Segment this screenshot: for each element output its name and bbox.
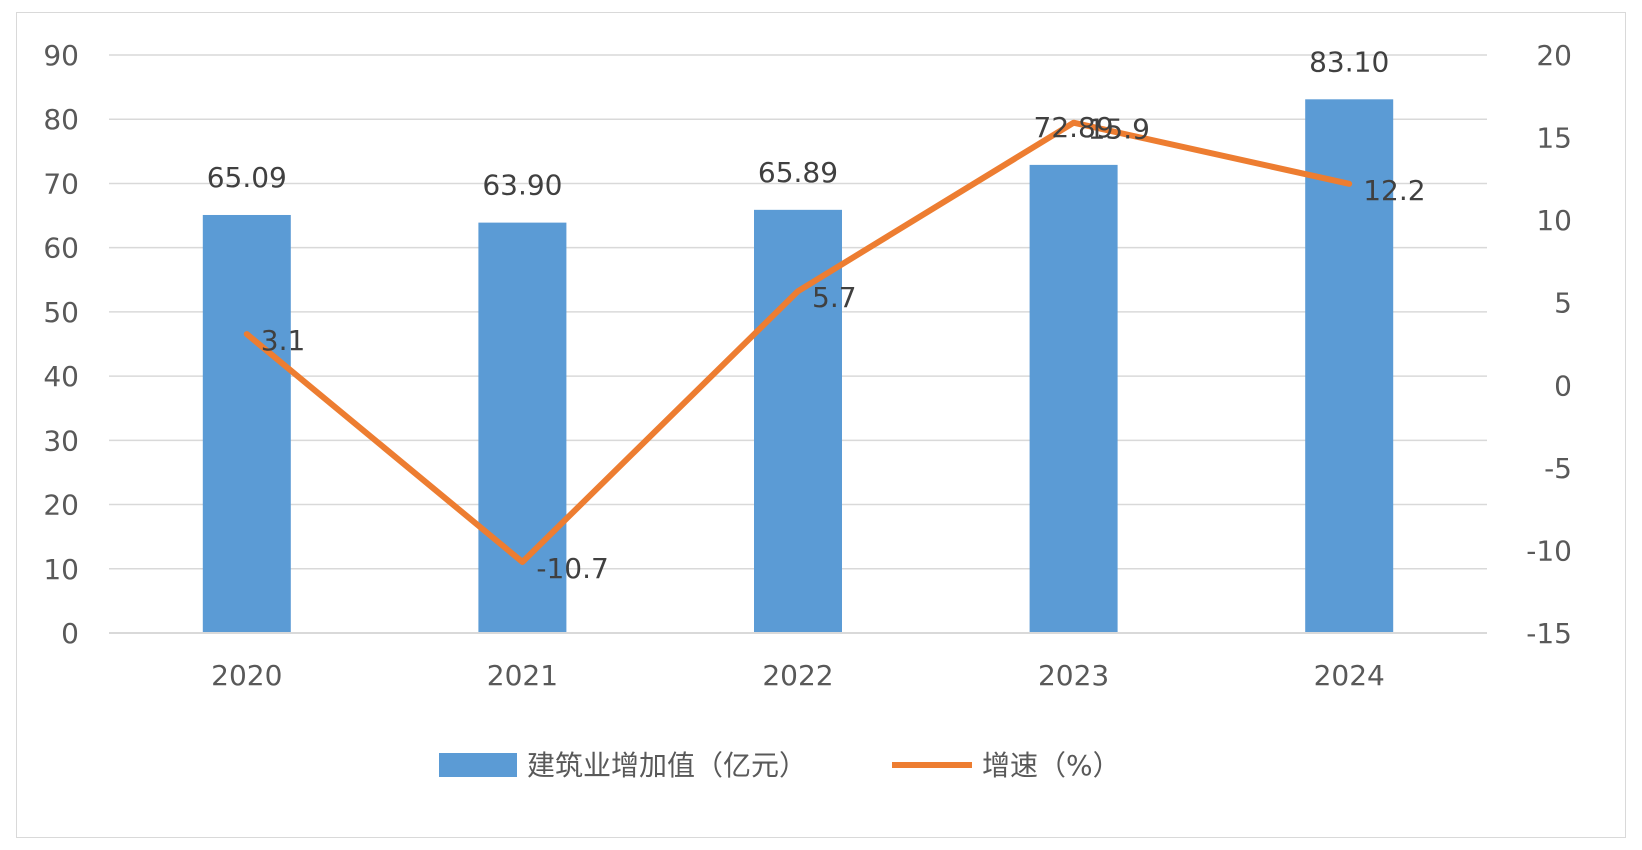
y-left-tick-label: 0 bbox=[61, 617, 79, 650]
y-left-tick-label: 80 bbox=[43, 103, 79, 136]
y-right-tick-label: 20 bbox=[1536, 39, 1572, 72]
y-right-tick-label: -10 bbox=[1526, 534, 1572, 567]
y-left-tick-label: 30 bbox=[43, 424, 79, 457]
y-left-tick-label: 60 bbox=[43, 232, 79, 265]
bar-value-label: 72.89 bbox=[1034, 111, 1114, 144]
bar bbox=[1305, 99, 1394, 633]
line-series bbox=[243, 119, 1353, 565]
y-left-tick-label: 70 bbox=[43, 167, 79, 200]
growth-line bbox=[243, 119, 1353, 565]
legend: 建筑业增加值（亿元） 增速（%） bbox=[439, 749, 1121, 782]
y-right-tick-label: 0 bbox=[1554, 369, 1572, 402]
y-right-tick-label: 15 bbox=[1536, 122, 1572, 155]
y-right-tick-label: 10 bbox=[1536, 204, 1572, 237]
line-value-label: -10.7 bbox=[536, 552, 608, 585]
chart-frame: 0 10 20 30 40 50 60 70 80 90 -15 -10 -5 0 5 10 15 20 2020 2… bbox=[16, 12, 1626, 838]
bar bbox=[202, 214, 291, 634]
legend-line-label: 增速（%） bbox=[982, 749, 1121, 782]
y-right-tick-label: -15 bbox=[1526, 617, 1572, 650]
data-labels: 65.09 63.90 65.89 72.89 83.10 3.1 -10.7 5.7 15.9… bbox=[207, 45, 1426, 585]
y-left-tick-label: 90 bbox=[43, 39, 79, 72]
x-tick-label: 2024 bbox=[1314, 659, 1385, 692]
y-left-tick-label: 40 bbox=[43, 360, 79, 393]
y-left-tick-label: 10 bbox=[43, 553, 79, 586]
x-tick-label: 2022 bbox=[762, 659, 833, 692]
line-value-label: 15.9 bbox=[1088, 113, 1150, 146]
bar bbox=[1029, 164, 1118, 633]
bar-value-label: 65.09 bbox=[207, 161, 287, 194]
bar-value-label: 63.90 bbox=[482, 169, 562, 202]
legend-bar-label: 建筑业增加值（亿元） bbox=[527, 749, 807, 782]
x-tick-label: 2020 bbox=[211, 659, 282, 692]
y-right-tick-label: 5 bbox=[1554, 287, 1572, 320]
x-tick-label: 2021 bbox=[487, 659, 558, 692]
line-value-label: 3.1 bbox=[261, 324, 306, 357]
bar-value-label: 83.10 bbox=[1309, 45, 1389, 78]
legend-bar-swatch bbox=[439, 753, 517, 777]
line-value-label: 12.2 bbox=[1363, 174, 1425, 207]
y-right-tick-label: -5 bbox=[1544, 452, 1572, 485]
y-left-tick-label: 50 bbox=[43, 296, 79, 329]
y-left-tick-label: 20 bbox=[43, 489, 79, 522]
bar-value-label: 65.89 bbox=[758, 156, 838, 189]
x-tick-label: 2023 bbox=[1038, 659, 1109, 692]
bar bbox=[754, 209, 842, 633]
line-value-label: 5.7 bbox=[812, 281, 857, 314]
